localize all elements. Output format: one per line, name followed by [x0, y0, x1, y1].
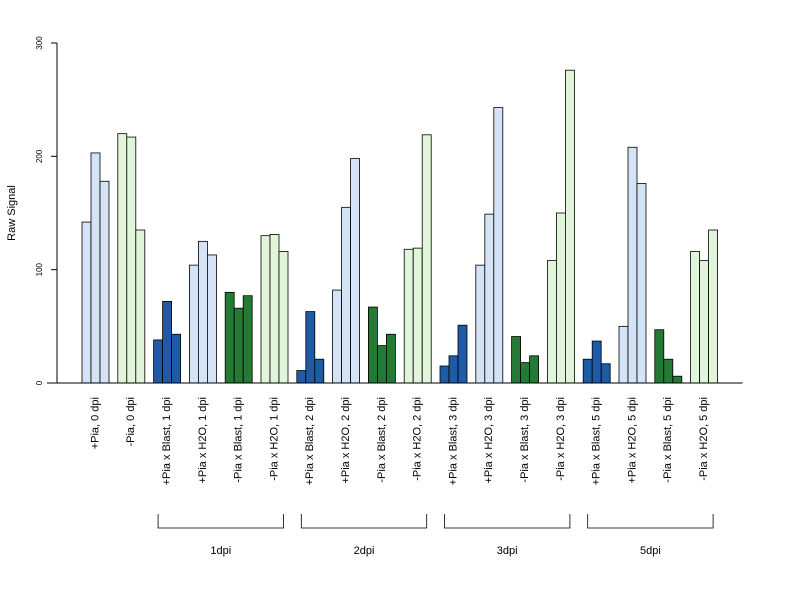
bar [350, 158, 361, 384]
x-tick-label: -Pia x H2O, 2 dpi [412, 397, 424, 481]
x-tick-label: +Pia x H2O, 3 dpi [483, 397, 495, 484]
x-tick-label: -Pia x H2O, 1 dpi [268, 397, 280, 481]
group-bracket [157, 514, 284, 529]
bar [439, 365, 450, 384]
bar [591, 340, 602, 384]
bar [565, 69, 575, 384]
group-bracket [587, 514, 714, 529]
x-tick-label: +Pia x Blast, 3 dpi [447, 397, 459, 485]
bar [672, 375, 683, 384]
bar [332, 289, 343, 384]
y-tick-label: 0 [35, 380, 44, 385]
bar [529, 355, 539, 384]
bar [412, 247, 423, 384]
bar [81, 221, 92, 384]
bar [511, 336, 522, 384]
bar [233, 307, 244, 384]
bar [627, 146, 638, 384]
bar [224, 291, 235, 384]
bars [81, 69, 718, 384]
bar [269, 234, 280, 384]
y-axis-label: Raw Signal [6, 185, 18, 241]
bar [197, 240, 208, 384]
group-label: 2dpi [354, 545, 375, 557]
bar [242, 295, 253, 384]
x-tick-label: +Pia, 0 dpi [89, 397, 101, 449]
group-label: 3dpi [497, 545, 518, 557]
bar [117, 133, 128, 384]
bar [690, 251, 700, 384]
group-label: 1dpi [210, 545, 231, 557]
bar [448, 355, 459, 384]
x-tick-label: +Pia x H2O, 5 dpi [626, 397, 638, 484]
bar [708, 229, 718, 384]
y-tick-label: 300 [35, 36, 44, 50]
x-tick-label: -Pia x H2O, 5 dpi [698, 397, 710, 481]
bar [341, 206, 352, 384]
bar [403, 248, 414, 384]
bar [618, 325, 629, 384]
bar [188, 264, 199, 384]
bar [475, 264, 486, 384]
group-brackets: 1dpi 2dpi 3dpi 5dpi [157, 514, 714, 557]
bar [206, 254, 217, 384]
bar [153, 339, 164, 384]
y-axis: 0 100 200 300 [35, 36, 58, 385]
x-tick-label: -Pia x H2O, 3 dpi [555, 397, 567, 481]
bar [126, 136, 137, 384]
x-tick-label: -Pia x Blast, 1 dpi [233, 397, 245, 483]
bar [699, 260, 709, 384]
bar [314, 358, 325, 384]
bar [582, 358, 593, 384]
x-tick-label: -Pia x Blast, 3 dpi [519, 397, 531, 483]
bar [162, 300, 173, 384]
x-tick-label: -Pia, 0 dpi [125, 397, 137, 447]
y-tick-label: 100 [35, 262, 44, 276]
bar [600, 363, 611, 384]
bar [367, 306, 378, 384]
x-tick-label: +Pia x Blast, 2 dpi [304, 397, 316, 485]
x-tick-label: -Pia x Blast, 5 dpi [662, 397, 674, 483]
bar [547, 260, 557, 384]
bar [484, 213, 495, 384]
x-axis-labels: +Pia, 0 dpi -Pia, 0 dpi +Pia x Blast, 1 dp… [89, 397, 710, 485]
x-tick-label: +Pia x Blast, 5 dpi [591, 397, 603, 485]
group-label: 5dpi [640, 545, 661, 557]
bar [556, 212, 566, 384]
y-tick-label: 200 [35, 149, 44, 163]
bar [90, 152, 101, 384]
bar [376, 345, 387, 384]
bar [493, 107, 504, 384]
bar [135, 229, 146, 384]
bar [663, 358, 674, 384]
bar [636, 183, 647, 384]
bar [296, 370, 307, 384]
bar [385, 333, 396, 384]
x-tick-label: +Pia x Blast, 1 dpi [161, 397, 173, 485]
group-bracket [444, 514, 571, 529]
x-tick-label: -Pia x Blast, 2 dpi [376, 397, 388, 483]
bar [171, 333, 182, 384]
bar [457, 324, 468, 384]
bar [421, 134, 432, 384]
bar [654, 329, 665, 384]
group-bracket [300, 514, 428, 529]
x-tick-label: +Pia x H2O, 2 dpi [340, 397, 352, 484]
bar [520, 362, 530, 384]
bar [278, 251, 289, 384]
x-tick-label: +Pia x H2O, 1 dpi [197, 397, 209, 484]
bar [260, 235, 271, 384]
bar [305, 311, 316, 384]
bar [99, 180, 110, 384]
